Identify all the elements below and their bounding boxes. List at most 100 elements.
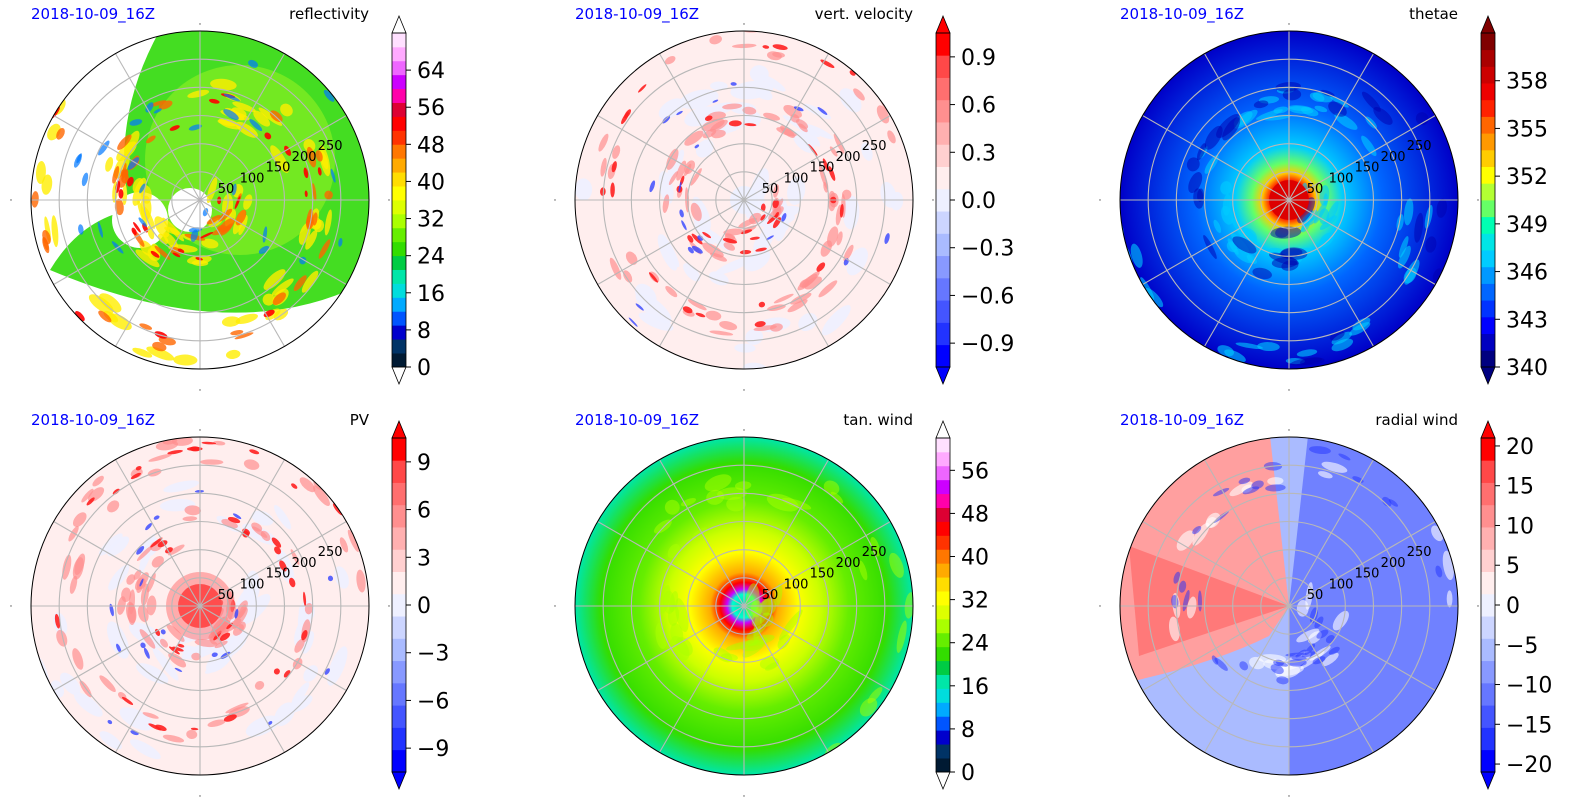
angle-tick [554, 605, 556, 607]
field-streak [734, 343, 756, 353]
ring-label: 150 [1355, 567, 1380, 582]
colorbar-swatch [1481, 300, 1495, 318]
field-streak [1239, 661, 1249, 671]
field-streak [162, 217, 185, 242]
field-streak [227, 516, 241, 524]
field-streak [299, 477, 316, 493]
grid-spoke [743, 605, 891, 691]
field-streak [1217, 345, 1235, 357]
field-streak [1173, 571, 1181, 584]
field-streak [274, 546, 282, 555]
field-streak [221, 316, 241, 327]
angle-tick [932, 199, 934, 201]
colorbar-swatch [392, 339, 406, 354]
field-streak [54, 613, 61, 629]
field-streak [216, 224, 225, 231]
field-streak [117, 134, 132, 150]
panel-date: 2018-10-09_16Z [1120, 5, 1244, 24]
colorbar-swatch [936, 577, 950, 592]
field-streak [649, 180, 656, 193]
colorbar-swatch [392, 213, 406, 229]
ring-label: 50 [218, 588, 235, 603]
field-streak [710, 81, 728, 91]
field-streak [301, 630, 308, 641]
colorbar-swatch [392, 571, 406, 595]
field-streak [1318, 471, 1333, 479]
angle-tick [1288, 389, 1290, 391]
colorbar-swatch [936, 605, 950, 620]
grid-spoke [1204, 199, 1290, 347]
field-streak [870, 537, 881, 557]
field-streak [690, 202, 702, 222]
field-streak [1193, 188, 1204, 209]
colorbar-swatch [936, 451, 950, 467]
field-streak [274, 504, 292, 530]
colorbar-swatch [936, 277, 950, 301]
colorbar-swatch [936, 660, 950, 675]
colorbar-swatch [1481, 438, 1495, 461]
field-streak [758, 301, 766, 308]
colorbar-swatch [1481, 616, 1495, 639]
colorbar-swatch [392, 227, 406, 243]
field-streak [1211, 655, 1219, 665]
ring-label: 100 [784, 171, 809, 186]
ring-label: 200 [292, 556, 317, 571]
field-streak [267, 721, 273, 726]
colorbar-tick-label: 10 [1506, 514, 1534, 539]
field-streak [324, 190, 333, 200]
field-streak [99, 293, 122, 313]
field-streak [31, 118, 33, 136]
field-streak [1388, 499, 1399, 507]
colorbar-swatch [392, 74, 406, 90]
colorbar-extend-max [1480, 14, 1496, 34]
field-streak [152, 341, 167, 352]
field-streak [628, 317, 638, 327]
grid-spoke [1142, 199, 1290, 285]
colorbar-swatch [936, 55, 950, 78]
field-streak [245, 715, 280, 737]
field-streak [575, 178, 593, 201]
field-streak [743, 110, 762, 127]
colorbar: −0.9 −0.6 −0.3 0.0 0.3 0.6 0.9 [935, 14, 1014, 386]
field-streak [662, 194, 670, 213]
colorbar-swatch [1481, 283, 1495, 301]
ring-label: 100 [784, 577, 809, 592]
colorbar-tick-label: 358 [1506, 70, 1548, 95]
colorbar-swatch [392, 460, 406, 483]
colorbar-swatch [392, 438, 406, 461]
field-streak [239, 593, 271, 625]
polar-grid [575, 437, 913, 775]
field-streak [843, 244, 854, 262]
field-streak [172, 252, 181, 258]
field-streak [146, 595, 157, 616]
field-streak [638, 84, 647, 93]
grid-spoke [199, 199, 347, 285]
colorbar-swatch [1481, 482, 1495, 506]
field-streak [232, 513, 242, 520]
colorbar-extend-max [391, 14, 407, 34]
colorbar-swatch [936, 438, 950, 453]
field-streak [1282, 88, 1302, 101]
colorbar-swatch [1481, 250, 1495, 268]
field-streak [722, 103, 743, 110]
grid-spoke [53, 115, 201, 201]
field-streak [675, 598, 689, 633]
colorbar-tick-label: −0.3 [961, 237, 1014, 262]
field-streak [235, 313, 258, 324]
grid-spoke [659, 605, 745, 753]
field-streak [709, 35, 722, 45]
colorbar-swatch [392, 297, 406, 312]
ring-label: 50 [762, 588, 779, 603]
field-streak [315, 150, 323, 162]
colorbar-swatch [936, 716, 950, 731]
field-streak [116, 141, 137, 162]
colorbar-tick-label: 0.3 [961, 141, 996, 166]
field-streak [189, 446, 201, 452]
colorbar-swatch [392, 311, 406, 326]
field-streak [1188, 172, 1203, 194]
field-streak [334, 566, 349, 589]
ring-label: 200 [292, 150, 317, 165]
colorbar-swatch [936, 674, 950, 689]
field-streak [280, 103, 293, 117]
